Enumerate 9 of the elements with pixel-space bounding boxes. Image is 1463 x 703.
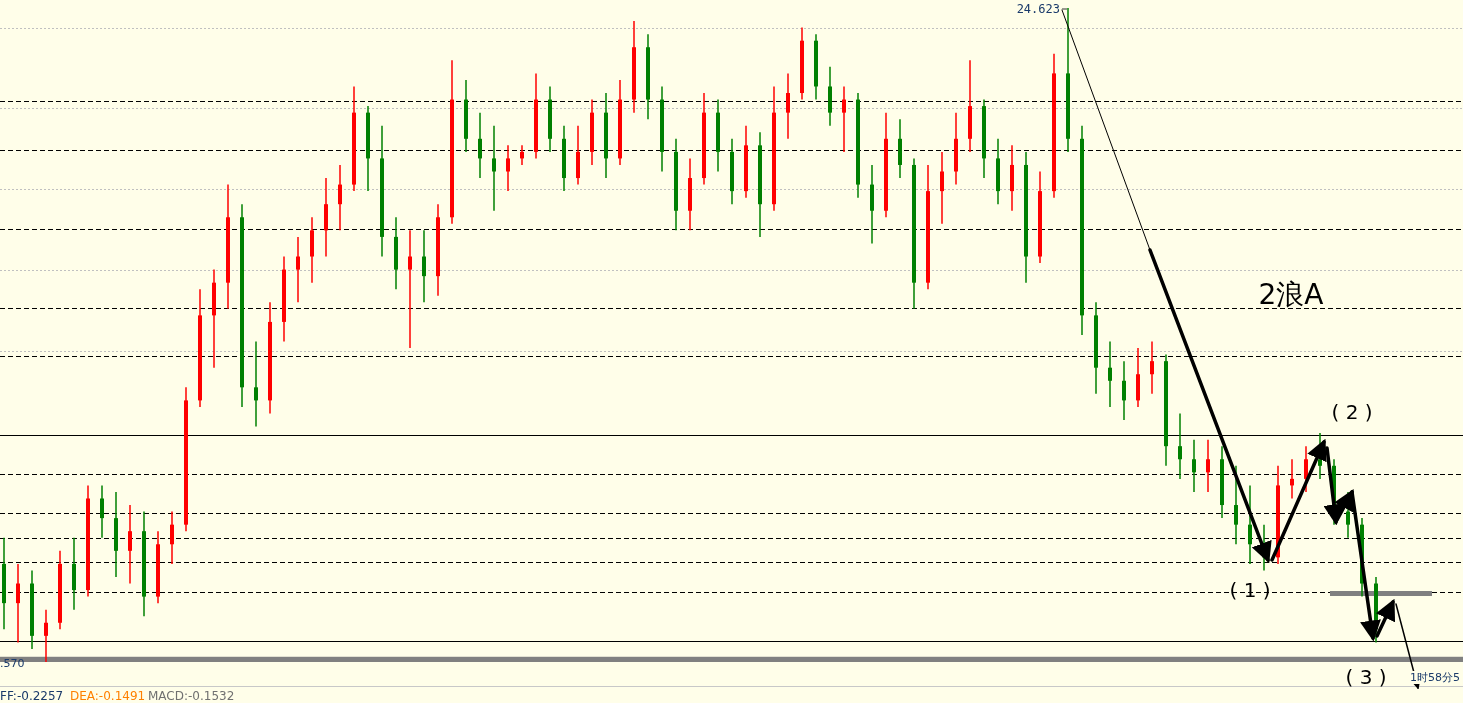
annotation: 1时58分5 — [1410, 671, 1460, 684]
annotation: MACD:-0.1532 — [148, 689, 235, 703]
annotation: FF:-0.2257 — [0, 689, 64, 703]
annotation: DEA:-0.1491 — [70, 689, 146, 703]
annotation: 24.623 — [1016, 2, 1060, 16]
annotation: 2浪A — [1258, 278, 1324, 311]
annotation: ( 2 ) — [1331, 400, 1373, 424]
annotation: .570 — [0, 657, 25, 670]
annotation: ( 3 ) — [1345, 665, 1387, 689]
